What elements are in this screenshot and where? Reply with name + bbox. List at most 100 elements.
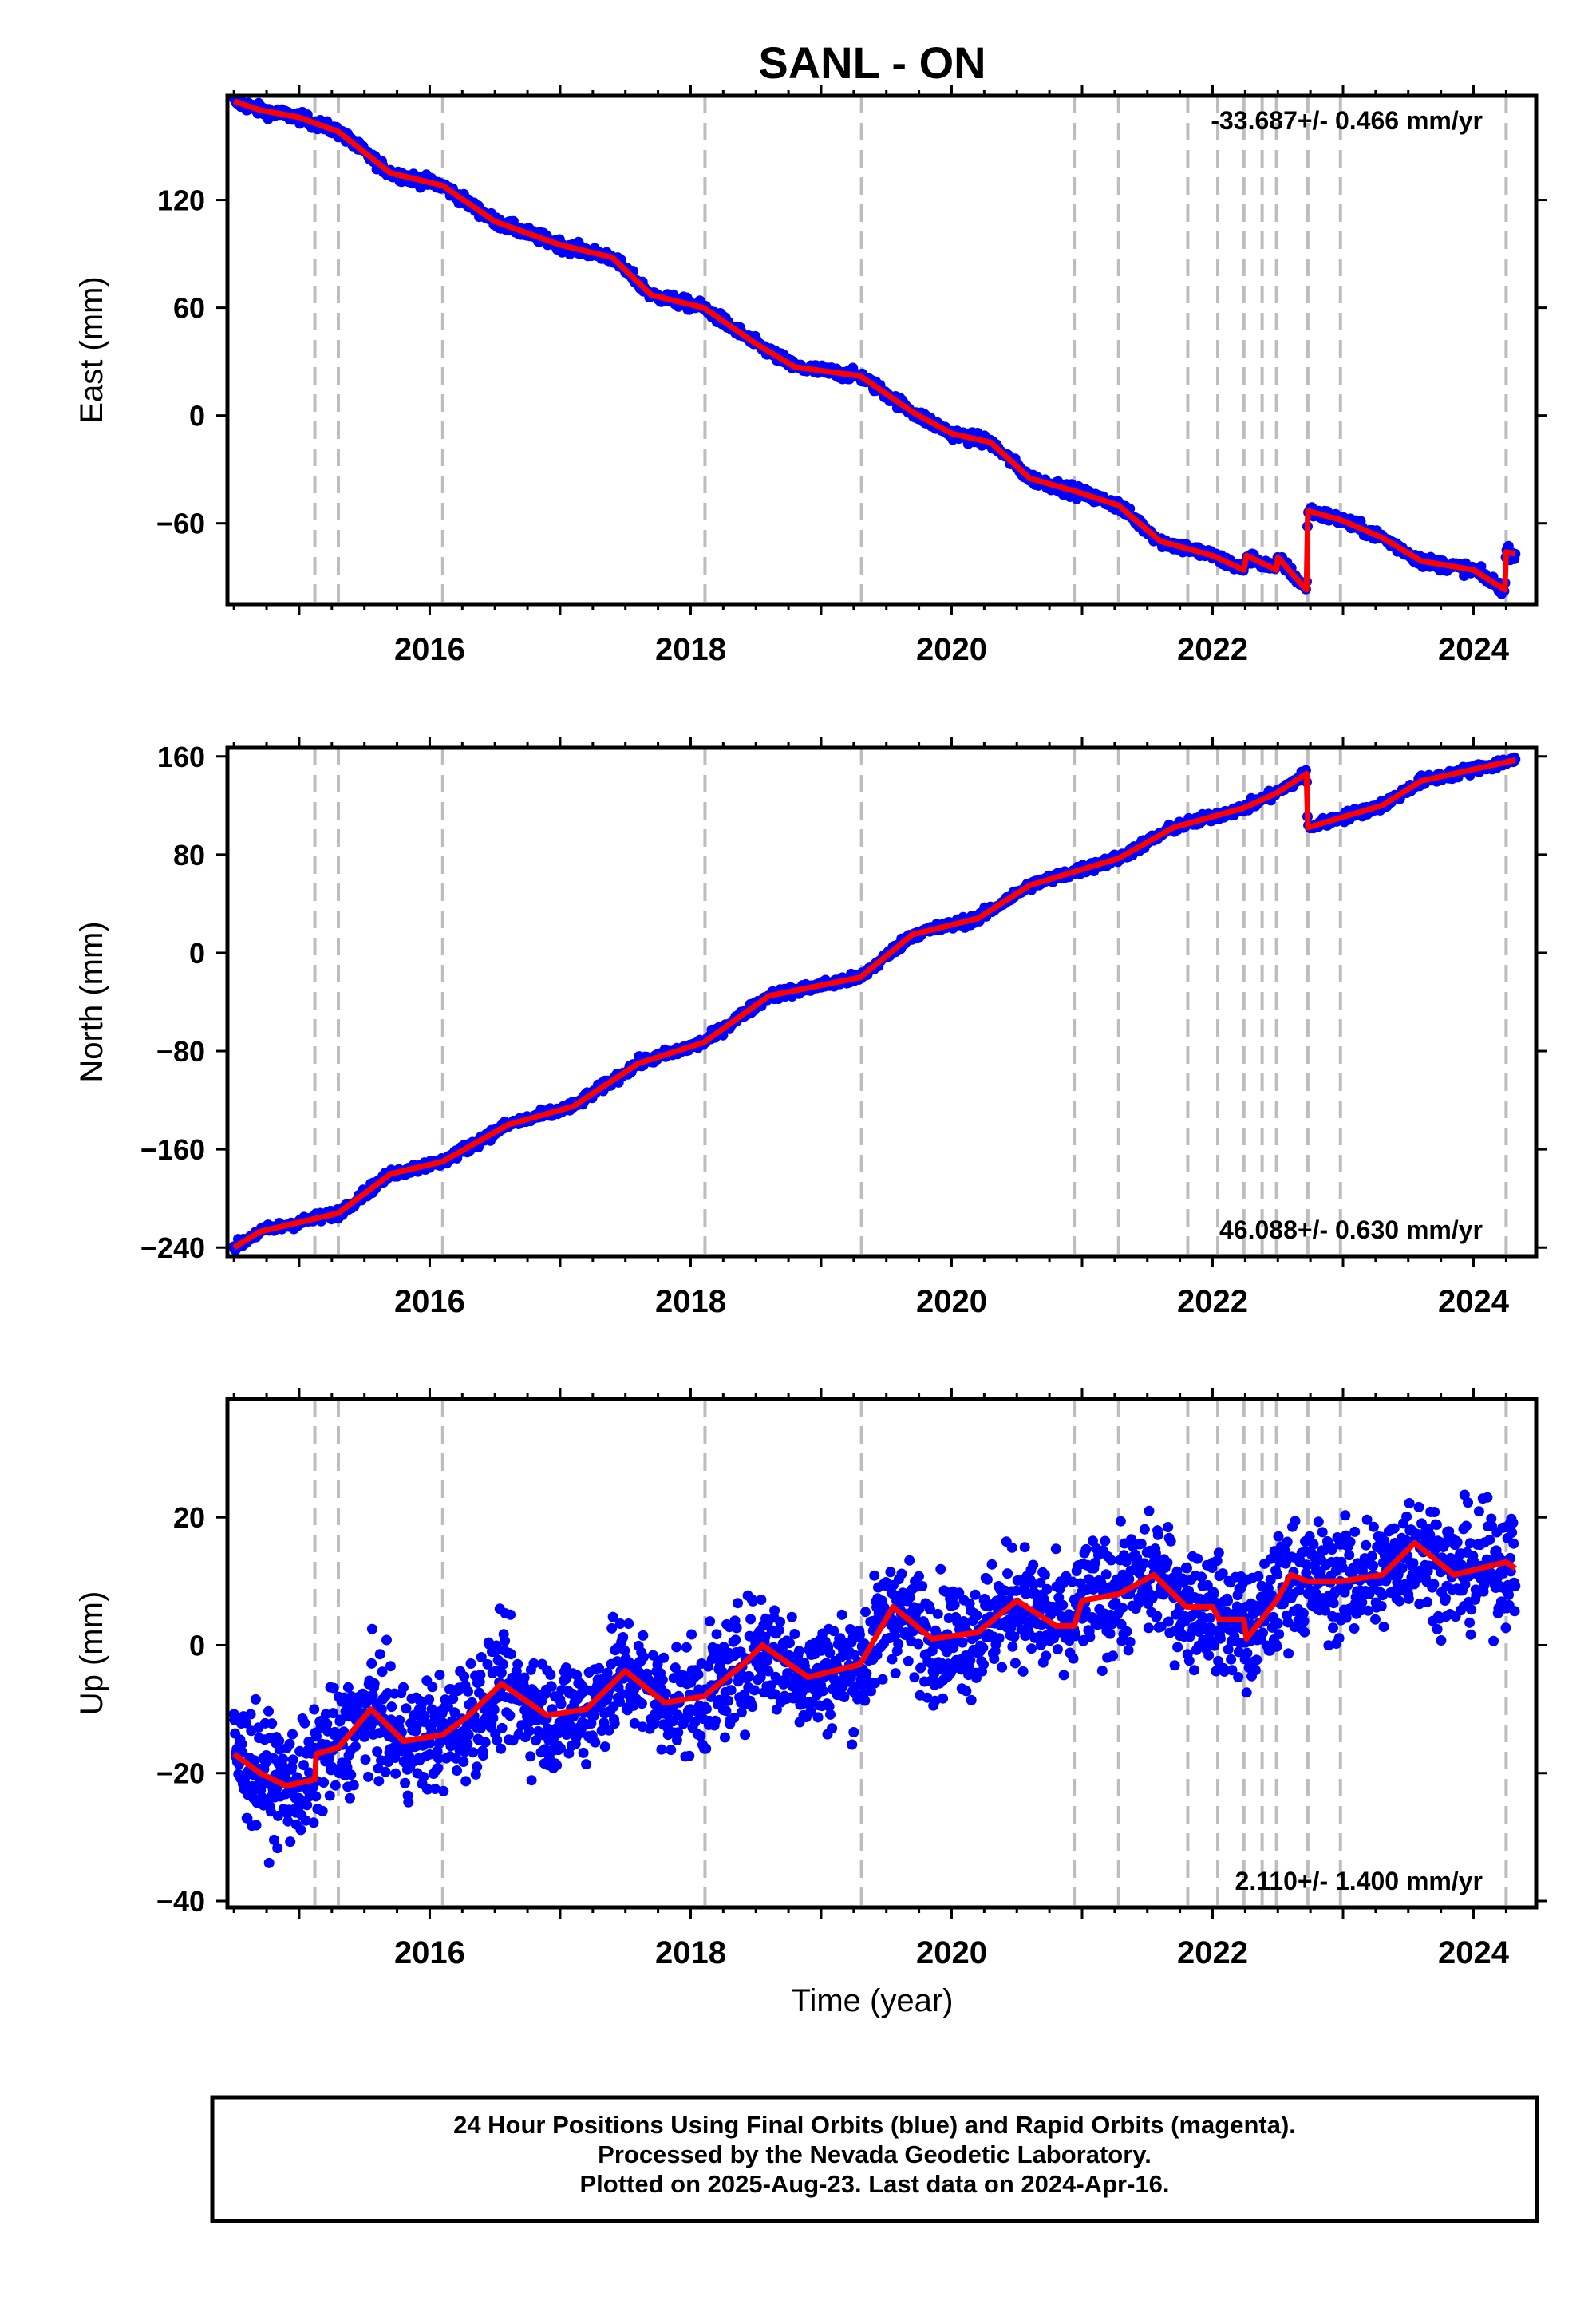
up-observation-point	[636, 1698, 647, 1709]
up-observation-point	[1096, 1618, 1108, 1630]
up-observation-point	[465, 1658, 476, 1669]
north-model-line	[232, 757, 1516, 1251]
up-observation-point	[603, 1725, 614, 1736]
up-observation-point	[930, 1625, 941, 1636]
east-y-tick-label: −60	[156, 508, 205, 540]
up-observation-point	[1115, 1516, 1126, 1527]
north-y-tick-label: 80	[173, 839, 205, 871]
up-observation-point	[1096, 1577, 1107, 1588]
east-x-tick-label: 2022	[1177, 632, 1248, 667]
up-observation-point	[1080, 1605, 1091, 1616]
up-observation-point	[1035, 1577, 1046, 1588]
up-observation-point	[649, 1718, 660, 1729]
up-observation-point	[480, 1737, 491, 1748]
up-observation-point	[394, 1715, 405, 1725]
up-observation-point	[769, 1605, 780, 1616]
up-observation-point	[299, 1717, 310, 1729]
up-observation-point	[1002, 1568, 1013, 1579]
up-observation-point	[528, 1658, 539, 1669]
up-observation-point	[526, 1775, 537, 1786]
up-observation-point	[1136, 1538, 1147, 1549]
up-observation-point	[1100, 1535, 1111, 1547]
north-y-tick-label: −240	[140, 1231, 205, 1264]
up-observation-point	[782, 1668, 793, 1679]
up-observation-point	[463, 1686, 473, 1697]
up-observation-point	[468, 1747, 479, 1758]
up-observation-point	[525, 1751, 536, 1762]
up-observation-point	[1006, 1542, 1017, 1553]
up-observation-point	[705, 1616, 716, 1627]
up-observation-point	[954, 1587, 965, 1599]
up-observation-point	[590, 1737, 601, 1748]
up-observation-point	[470, 1769, 481, 1780]
up-observation-point	[462, 1738, 473, 1749]
up-observation-point	[1172, 1642, 1183, 1653]
up-observation-point	[1116, 1618, 1127, 1630]
up-observation-point	[348, 1780, 359, 1791]
east-x-tick-label: 2016	[394, 632, 465, 667]
up-observation-point	[500, 1635, 511, 1646]
east-x-tick-label: 2018	[655, 632, 726, 667]
up-observation-point	[949, 1599, 960, 1611]
up-observation-point	[909, 1672, 920, 1683]
up-observation-point	[1156, 1621, 1167, 1632]
up-observation-point	[531, 1735, 542, 1746]
north-y-tick-label: −160	[140, 1133, 205, 1166]
north-y-tick-label: −80	[156, 1035, 205, 1068]
up-observation-point	[367, 1690, 378, 1701]
up-observation-point	[1070, 1630, 1081, 1642]
up-observation-point	[330, 1780, 341, 1791]
up-observation-point	[1108, 1650, 1119, 1662]
up-observation-point	[588, 1710, 599, 1721]
up-observation-point	[917, 1581, 928, 1591]
up-observation-point	[666, 1745, 677, 1756]
up-observation-point	[376, 1704, 387, 1715]
up-observation-point	[965, 1654, 976, 1666]
up-observation-point	[491, 1640, 502, 1651]
up-observation-point	[317, 1805, 328, 1816]
up-observation-point	[930, 1695, 941, 1706]
north-y-tick-label: 160	[157, 741, 205, 773]
up-observation-point	[824, 1647, 836, 1658]
up-observation-point	[476, 1652, 487, 1662]
up-observation-point	[366, 1658, 377, 1669]
up-observation-point	[372, 1746, 383, 1757]
up-observation-point	[1171, 1566, 1183, 1577]
up-observation-point	[386, 1701, 397, 1713]
up-observation-point	[693, 1669, 704, 1680]
up-observation-point	[267, 1718, 278, 1729]
up-observation-point	[689, 1717, 701, 1728]
up-observation-point	[318, 1777, 330, 1788]
up-observation-point	[350, 1741, 361, 1752]
up-observation-point	[523, 1725, 535, 1737]
up-observation-point	[269, 1834, 279, 1845]
up-observation-point	[1096, 1666, 1108, 1676]
up-observation-point	[957, 1637, 968, 1648]
up-observation-point	[710, 1715, 721, 1726]
up-observation-point	[657, 1674, 668, 1686]
east-y-tick-label: 0	[189, 400, 205, 433]
up-observation-point	[891, 1595, 903, 1607]
up-observation-point	[1084, 1631, 1096, 1642]
up-observation-point	[994, 1633, 1005, 1644]
up-observation-point	[784, 1638, 795, 1649]
up-observation-point	[684, 1750, 695, 1761]
up-observation-point	[1123, 1645, 1134, 1656]
up-observation-point	[607, 1611, 618, 1622]
east-y-tick-label: 120	[157, 184, 205, 217]
up-observation-point	[760, 1631, 771, 1642]
up-observation-point	[756, 1595, 767, 1605]
up-observation-point	[1007, 1641, 1018, 1652]
up-observation-point	[448, 1694, 459, 1705]
up-observation-point	[599, 1741, 610, 1753]
up-observation-point	[403, 1796, 414, 1808]
up-observation-point	[711, 1629, 722, 1640]
up-observation-point	[328, 1708, 338, 1719]
up-observation-point	[749, 1685, 760, 1696]
up-observation-point	[614, 1696, 625, 1707]
up-observation-point	[925, 1604, 935, 1615]
north-x-tick-label: 2018	[655, 1284, 726, 1319]
up-observation-point	[512, 1658, 523, 1670]
up-observation-point	[295, 1824, 306, 1836]
